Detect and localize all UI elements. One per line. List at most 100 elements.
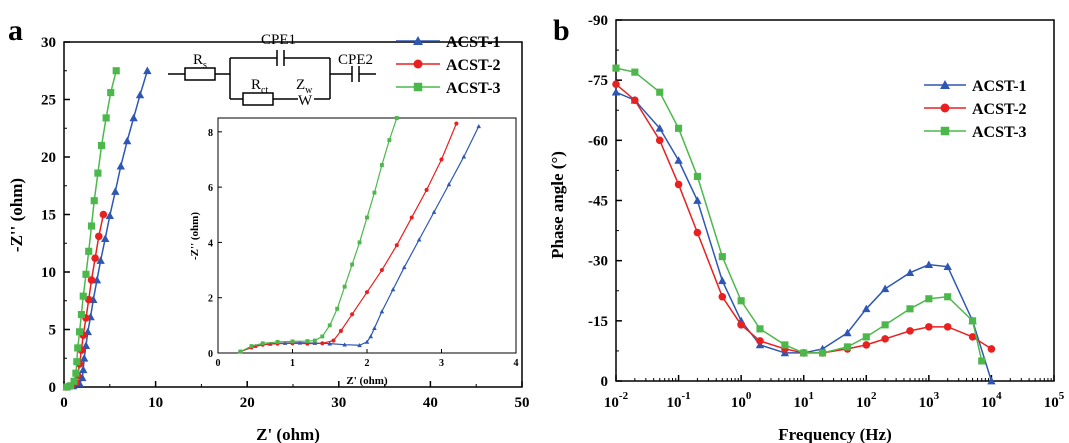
resistor-rct-symbol	[242, 92, 274, 106]
inset-axes: 0 1 2 3 4 0 2 4 6 8	[208, 128, 519, 369]
data-point-acst-3	[718, 253, 726, 261]
data-point-acst-3	[72, 369, 80, 377]
inset-data-point-acst-2	[320, 341, 325, 346]
cpe1-label: CPE1	[261, 32, 296, 48]
rct-label: Rct	[251, 77, 268, 96]
panel-letter-a: a	[8, 14, 23, 47]
data-point-acst-3	[843, 343, 852, 351]
data-point-acst-1	[135, 90, 145, 99]
x-tick-label: 20	[240, 395, 255, 411]
data-point-acst-3	[862, 333, 870, 341]
data-point-acst-1	[611, 88, 621, 96]
inset-data-point-acst-3	[350, 262, 355, 267]
x-tick-label: 105	[1044, 390, 1065, 411]
legend-label-acst-1: ACST-1	[972, 78, 1027, 95]
inset-data-point-acst-3	[275, 339, 280, 344]
x-tick-base: 10	[604, 395, 619, 411]
inset-data-point-acst-3	[357, 240, 362, 245]
inset-data-point-acst-1	[446, 182, 452, 187]
x-tick-exponent: 4	[996, 390, 1002, 402]
data-point-acst-3	[73, 358, 81, 366]
data-point-acst-2	[906, 327, 914, 335]
data-point-acst-1	[129, 113, 138, 122]
data-point-acst-3	[107, 89, 115, 97]
panel-a-y-axis-label: -Z'' (ohm)	[7, 178, 26, 252]
x-tick-exponent: 5	[1059, 390, 1065, 402]
data-point-acst-2	[91, 254, 99, 262]
inset-data-point-acst-2	[331, 338, 336, 343]
data-point-acst-2	[655, 136, 664, 145]
data-point-acst-3	[737, 297, 745, 305]
inset-x-tick-label: 0	[216, 358, 221, 369]
data-point-acst-3	[781, 341, 789, 349]
inset-data-point-acst-1	[364, 339, 370, 344]
inset-data-point-acst-1	[461, 154, 467, 159]
data-point-acst-1	[843, 328, 852, 337]
data-point-acst-3	[612, 64, 620, 72]
data-point-acst-3	[66, 382, 74, 390]
data-point-acst-2	[95, 232, 103, 241]
y-tick-label: 5	[49, 323, 57, 339]
inset-x-axis-label: Z' (ohm)	[346, 375, 388, 387]
data-point-acst-1	[116, 162, 125, 170]
data-point-acst-2	[987, 345, 996, 353]
data-point-acst-1	[101, 234, 110, 243]
x-tick-base: 10	[856, 395, 871, 411]
inset-frame	[217, 117, 517, 354]
legend-marker-acst-1	[413, 36, 423, 45]
data-point-acst-2	[737, 321, 745, 329]
data-point-acst-2	[718, 292, 727, 301]
data-point-acst-3	[87, 222, 96, 230]
panel-letter-b: b	[553, 14, 570, 47]
inset-data-point-acst-1	[390, 287, 396, 292]
data-point-acst-1	[693, 196, 702, 204]
data-point-acst-3	[675, 124, 683, 132]
legend-marker-acst-3	[413, 82, 423, 92]
inset-data-point-acst-1	[357, 342, 362, 348]
legend-label-acst-3: ACST-3	[972, 124, 1027, 141]
data-point-acst-3	[906, 305, 914, 313]
x-tick-label: 0	[60, 395, 68, 411]
data-point-acst-3	[631, 68, 639, 76]
data-point-acst-2	[612, 80, 620, 88]
inset-data-point-acst-3	[387, 138, 392, 143]
x-tick-base: 10	[731, 395, 746, 411]
inset-data-point-acst-2	[338, 328, 343, 333]
inset-data-point-acst-2	[424, 187, 429, 192]
data-point-acst-1	[655, 124, 664, 132]
inset-data-point-acst-3	[394, 116, 399, 120]
x-tick-exponent: 2	[871, 390, 877, 402]
inset-x-tick-label: 3	[439, 358, 444, 369]
series-line-acst-1	[615, 91, 993, 382]
inset-data-point-acst-1	[327, 341, 333, 346]
y-tick-label: -90	[588, 13, 608, 29]
data-point-acst-2	[87, 276, 96, 284]
panel-a-data	[62, 66, 152, 391]
y-tick-label: 0	[601, 374, 609, 390]
equivalent-circuit-diagram: Rs CPE1 Rct Zw W CPE2	[168, 32, 376, 109]
data-point-acst-3	[978, 357, 986, 365]
data-point-acst-2	[943, 323, 952, 331]
x-tick-base: 10	[1044, 395, 1059, 411]
inset-data-point-acst-3	[249, 344, 254, 349]
inset-x-tick-label: 4	[514, 358, 519, 369]
inset-data-point-acst-2	[350, 312, 355, 317]
panel-a-inset: 0 1 2 3 4 0 2 4 6 8 Z' (ohm) -Z'' (ohm)	[189, 116, 519, 387]
x-tick-label: 101	[793, 390, 814, 411]
data-point-acst-1	[96, 256, 105, 264]
y-tick-label: -75	[588, 73, 608, 89]
data-point-acst-1	[81, 341, 91, 349]
panel-b-y-axis-label: Phase angle (°)	[548, 151, 567, 259]
inset-x-tick-label: 2	[365, 358, 370, 369]
legend-label-acst-2: ACST-2	[972, 101, 1027, 118]
data-point-acst-3	[112, 67, 120, 75]
inset-data-point-acst-2	[454, 121, 459, 126]
inset-data-point-acst-3	[365, 215, 369, 220]
panel-b-axes: 10-2 10-1 100 101 102 103 104 1050-15-30-45-60-…	[588, 13, 1065, 411]
y-tick-label: 30	[41, 35, 56, 51]
data-point-acst-3	[969, 317, 977, 325]
data-point-acst-2	[674, 180, 683, 189]
resistor-rs-symbol	[184, 67, 216, 81]
inset-data-point-acst-3	[290, 339, 295, 344]
